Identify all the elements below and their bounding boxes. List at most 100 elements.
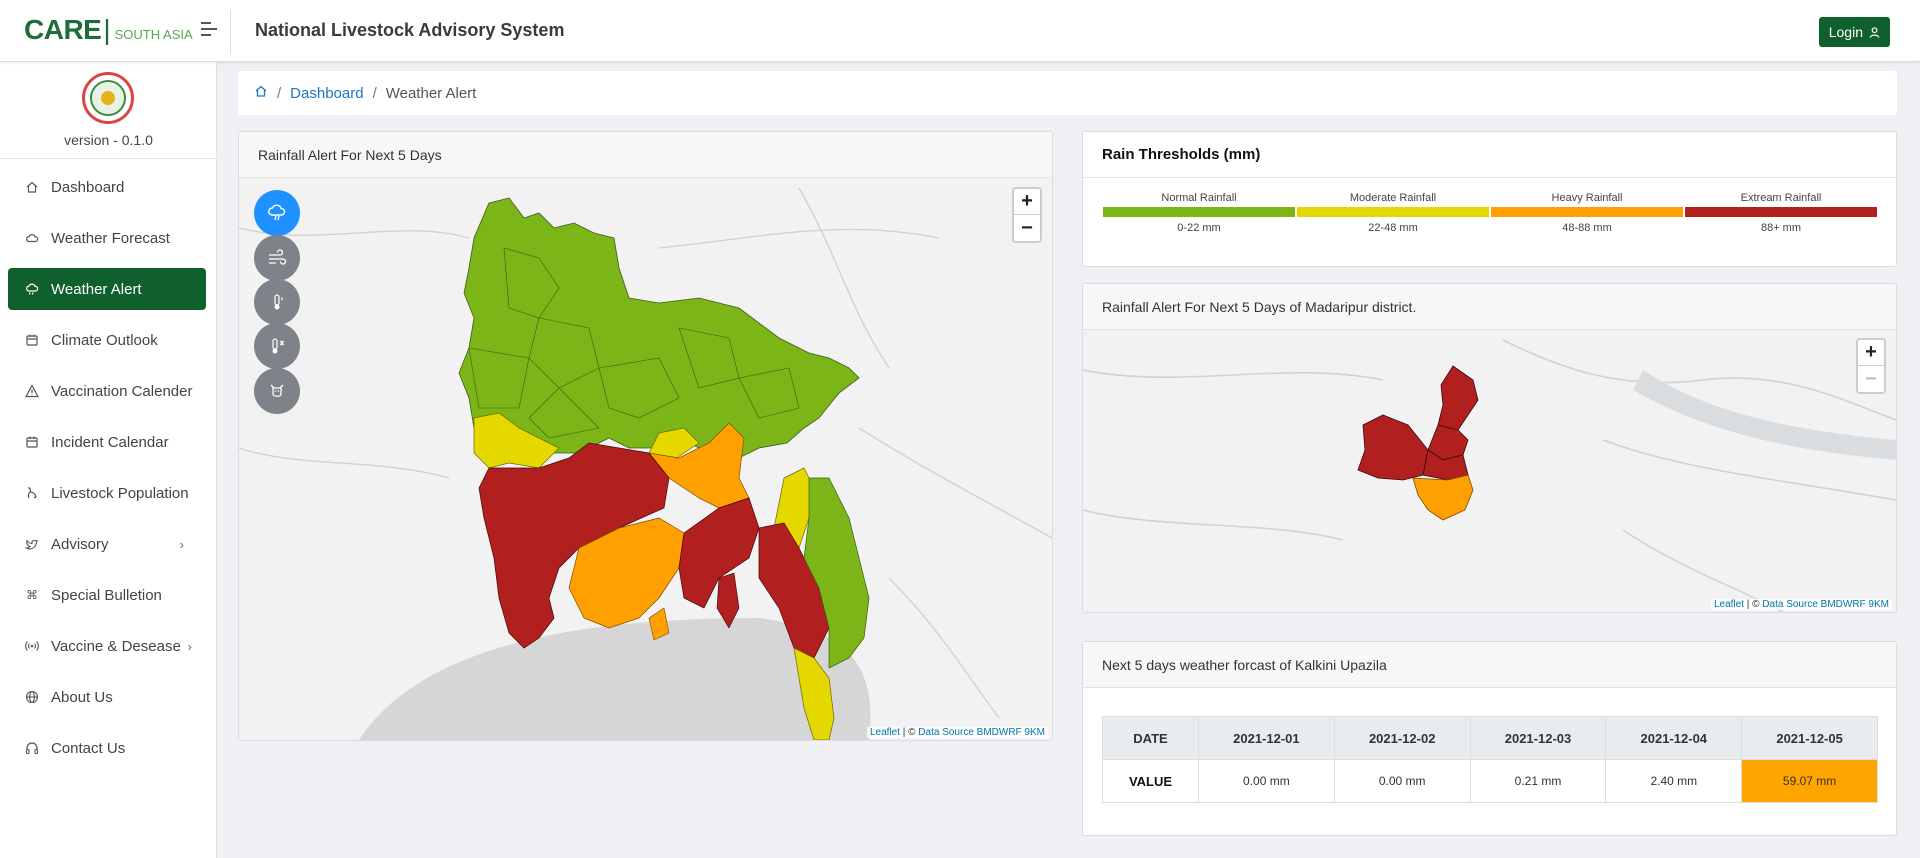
region-extreme-chittagong[interactable] — [758, 522, 830, 659]
table-header-cell: 2021-12-02 — [1333, 716, 1471, 760]
breadcrumb-separator: / — [372, 84, 377, 102]
cloud-sun-icon — [24, 230, 40, 246]
threshold-color-bar — [1491, 207, 1683, 217]
island-heavy[interactable] — [648, 607, 670, 641]
sidebar-item-label: Livestock Population — [51, 484, 189, 502]
sidebar-item-label: Weather Forecast — [51, 229, 170, 247]
attribution-separator: | © — [1743, 599, 1763, 610]
threshold-color-bar — [1685, 207, 1877, 217]
table-header-row: DATE 2021-12-01 2021-12-02 2021-12-03 20… — [1102, 716, 1878, 760]
humidity-icon[interactable] — [254, 279, 300, 325]
threshold-range: 88+ mm — [1760, 222, 1802, 234]
threshold-label: Normal Rainfall — [1161, 192, 1237, 204]
sidebar-item-label: Dashboard — [51, 178, 125, 196]
breadcrumb-current: Weather Alert — [385, 84, 477, 102]
region-moderate-tip[interactable] — [793, 647, 835, 740]
table-row: VALUE 0.00 mm 0.00 mm 0.21 mm 2.40 mm 59… — [1102, 759, 1878, 803]
sidebar-item-vaccination-calender[interactable]: Vaccination Calender — [8, 370, 206, 412]
threshold-label: Extream Rainfall — [1740, 192, 1822, 204]
user-icon — [1869, 26, 1880, 38]
calendar-icon — [24, 332, 40, 348]
upazila-extreme-west[interactable] — [1357, 414, 1429, 481]
forecast-table: DATE 2021-12-01 2021-12-02 2021-12-03 20… — [1102, 716, 1878, 803]
region-normal-north[interactable] — [458, 197, 860, 464]
app-title: National Livestock Advisory System — [255, 20, 565, 40]
date-column-header: DATE — [1102, 716, 1199, 760]
sidebar-item-label: Vaccine & Desease — [51, 637, 181, 655]
card-title: Rain Thresholds (mm) — [1083, 132, 1896, 178]
threshold-range: 0-22 mm — [1177, 222, 1221, 234]
zoom-in-button[interactable]: + — [1014, 189, 1040, 215]
bangladesh-rainfall-map[interactable]: + − Leaflet | © Data Source BMDWRF 9KM — [239, 178, 1052, 740]
sidebar-item-weather-forecast[interactable]: Weather Forecast — [8, 217, 206, 259]
district-boundaries-north — [468, 247, 800, 439]
threshold-label: Heavy Rainfall — [1551, 192, 1623, 204]
upazila-forecast-card: Next 5 days weather forcast of Kalkini U… — [1082, 641, 1897, 836]
wind-icon[interactable] — [254, 235, 300, 281]
sidebar-item-vaccine-desease[interactable]: Vaccine & Desease › — [8, 625, 206, 667]
region-extreme-southwest[interactable] — [478, 442, 670, 649]
sidebar-item-label: Special Bulletion — [51, 586, 162, 604]
value-row-header: VALUE — [1102, 759, 1199, 803]
threshold-extreme: Extream Rainfall 88+ mm — [1684, 189, 1878, 234]
zoom-out-button[interactable]: − — [1021, 216, 1033, 239]
table-cell: 0.00 mm — [1333, 759, 1471, 803]
brand-logo[interactable]: CARE | SOUTH ASIA — [24, 14, 193, 46]
madaripur-rainfall-map[interactable]: + − Leaflet | © Data Source BMDWRF 9KM — [1083, 330, 1896, 612]
sidebar-item-advisory[interactable]: Advisory › — [8, 523, 206, 565]
region-heavy-south-central[interactable] — [568, 517, 685, 629]
upazila-extreme-north[interactable] — [1437, 365, 1479, 436]
rain-thresholds-card: Rain Thresholds (mm) Normal Rainfall 0-2… — [1082, 131, 1897, 267]
sidebar-item-about-us[interactable]: About Us — [8, 676, 206, 718]
login-label: Login — [1828, 24, 1863, 40]
threshold-legend: Normal Rainfall 0-22 mm Moderate Rainfal… — [1102, 189, 1878, 234]
breadcrumb: / Dashboard / Weather Alert — [238, 71, 1897, 115]
district-alert-card: Rainfall Alert For Next 5 Days of Madari… — [1082, 283, 1897, 613]
rain-cloud-icon[interactable] — [254, 190, 300, 236]
login-button[interactable]: Login — [1818, 17, 1890, 47]
zoom-out-button[interactable]: − — [1865, 367, 1877, 390]
upazila-heavy-kalkini[interactable] — [1412, 474, 1474, 521]
app-version: version - 0.1.0 — [64, 132, 153, 148]
table-cell: 2.40 mm — [1605, 759, 1743, 803]
topbar-divider — [230, 10, 231, 54]
district-map-canvas[interactable] — [1083, 330, 1896, 612]
region-normal-southeast[interactable] — [803, 477, 870, 669]
threshold-heavy: Heavy Rainfall 48-88 mm — [1490, 189, 1684, 234]
map-canvas[interactable] — [239, 178, 1052, 740]
data-source-link[interactable]: Data Source BMDWRF 9KM — [1762, 599, 1889, 610]
region-extreme-coast[interactable] — [678, 497, 760, 609]
cloud-rain-icon — [24, 281, 40, 297]
sidebar-divider — [0, 158, 217, 159]
island-extreme[interactable] — [716, 572, 740, 629]
zoom-in-button[interactable]: + — [1858, 340, 1884, 366]
region-moderate-west[interactable] — [473, 412, 560, 469]
sidebar-item-label: Contact Us — [51, 739, 126, 757]
sidebar-item-climate-outlook[interactable]: Climate Outlook — [8, 319, 206, 361]
sidebar-item-dashboard[interactable]: Dashboard — [8, 166, 206, 208]
broadcast-icon — [24, 638, 40, 654]
river-lines — [1083, 339, 1896, 612]
card-title: Rainfall Alert For Next 5 Days — [239, 132, 1052, 178]
menu-toggle-icon[interactable] — [201, 22, 221, 40]
sidebar-item-livestock-population[interactable]: Livestock Population — [8, 472, 206, 514]
leaflet-link[interactable]: Leaflet — [1713, 599, 1744, 610]
region-heavy-center-east[interactable] — [648, 422, 750, 509]
threshold-color-bar — [1297, 207, 1489, 217]
sidebar-item-contact-us[interactable]: Contact Us — [8, 727, 206, 769]
data-source-link[interactable]: Data Source BMDWRF 9KM — [918, 727, 1045, 738]
livestock-icon[interactable] — [254, 368, 300, 414]
leaflet-link[interactable]: Leaflet — [869, 727, 900, 738]
sidebar-item-label: Advisory — [51, 535, 109, 553]
calendar-icon — [24, 434, 40, 450]
breadcrumb-dashboard-link[interactable]: Dashboard — [290, 84, 364, 102]
sidebar-item-weather-alert[interactable]: Weather Alert — [8, 268, 206, 310]
org-logo — [82, 72, 134, 124]
sidebar-item-incident-calendar[interactable]: Incident Calendar — [8, 421, 206, 463]
region-moderate-center[interactable] — [648, 427, 700, 464]
sidebar: version - 0.1.0 Dashboard Weather Foreca… — [0, 62, 217, 858]
sidebar-item-special-bulletion[interactable]: ⌘ Special Bulletion — [8, 574, 206, 616]
temperature-icon[interactable] — [254, 323, 300, 369]
home-icon[interactable] — [254, 84, 268, 102]
table-cell: 0.21 mm — [1469, 759, 1607, 803]
